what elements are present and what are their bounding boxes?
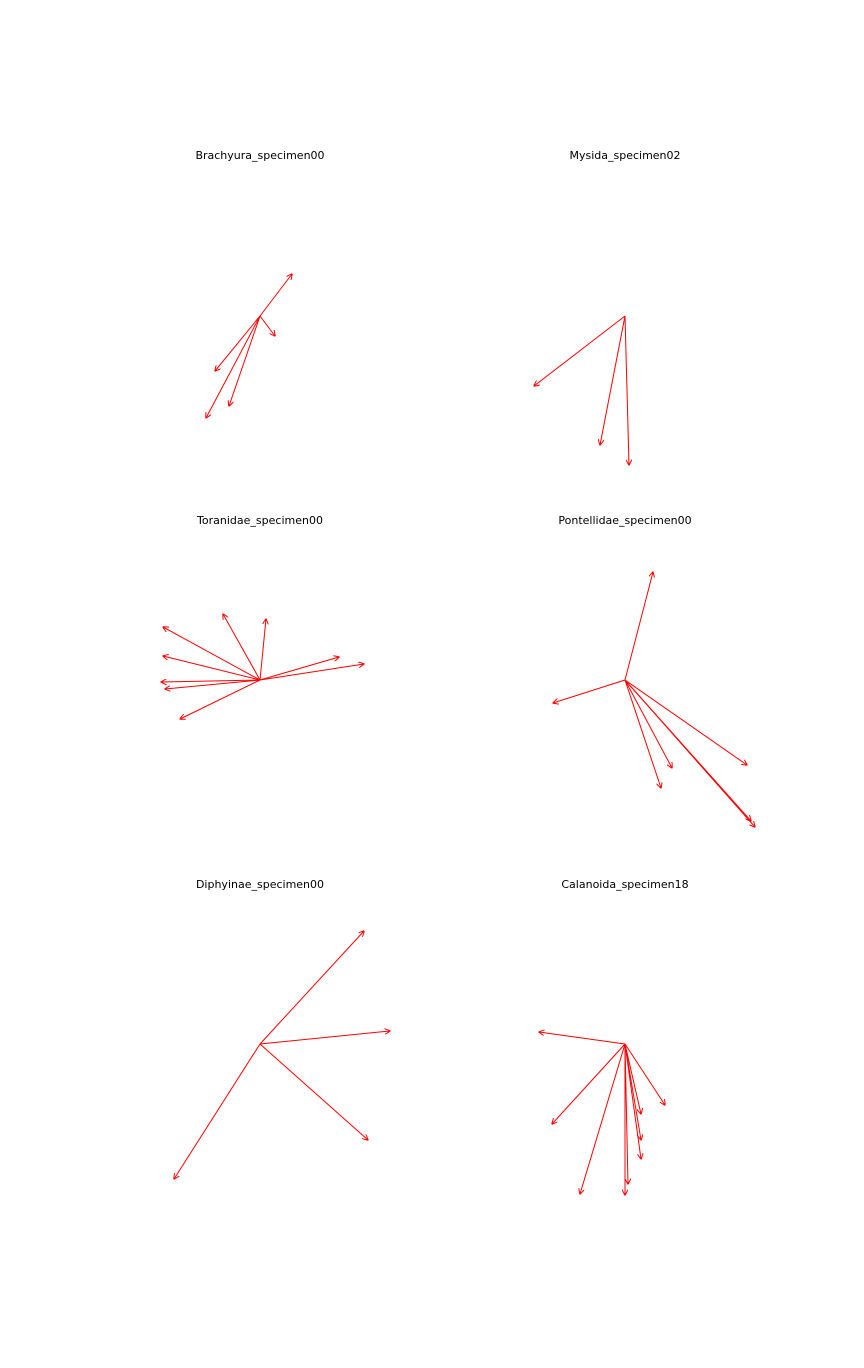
vector-arrow-calanoida-5 bbox=[624, 1043, 641, 1159]
vector-arrow-toranidae-8 bbox=[259, 664, 364, 681]
panel-title-mysida: Mysida_specimen02 bbox=[569, 149, 680, 162]
vector-arrow-calanoida-0 bbox=[539, 1032, 626, 1045]
vector-arrow-toranidae-7 bbox=[259, 657, 339, 681]
vector-arrow-diphyinae-3 bbox=[174, 1043, 261, 1179]
vector-arrow-brachyura-2 bbox=[215, 315, 261, 371]
vector-arrow-pontellidae-1 bbox=[553, 679, 626, 703]
panel-brachyura: Brachyura_specimen00 bbox=[195, 149, 325, 418]
panel-title-calanoida: Calanoida_specimen18 bbox=[561, 878, 688, 891]
vector-arrow-toranidae-2 bbox=[161, 680, 261, 682]
panel-title-diphyinae: Diphyinae_specimen00 bbox=[196, 878, 324, 891]
vector-arrow-pontellidae-5 bbox=[624, 679, 672, 768]
vector-arrow-brachyura-3 bbox=[206, 315, 261, 418]
vector-arrow-brachyura-4 bbox=[229, 315, 261, 406]
vector-arrow-pontellidae-6 bbox=[624, 679, 661, 788]
vector-arrow-mysida-1 bbox=[600, 315, 626, 445]
vector-arrow-toranidae-3 bbox=[165, 679, 261, 689]
vector-arrow-calanoida-1 bbox=[552, 1043, 626, 1124]
vector-arrow-toranidae-0 bbox=[163, 627, 261, 681]
vector-arrow-mysida-2 bbox=[624, 315, 629, 465]
vector-arrow-toranidae-1 bbox=[163, 656, 261, 681]
panel-mysida: Mysida_specimen02 bbox=[534, 149, 681, 465]
vector-arrow-calanoida-2 bbox=[624, 1043, 665, 1105]
vector-arrow-pontellidae-4 bbox=[624, 679, 755, 827]
panel-title-brachyura: Brachyura_specimen00 bbox=[195, 149, 324, 162]
vector-arrow-toranidae-5 bbox=[223, 614, 261, 681]
vector-arrow-calanoida-3 bbox=[624, 1043, 641, 1114]
vector-arrow-pontellidae-0 bbox=[624, 572, 653, 681]
vector-arrow-brachyura-0 bbox=[259, 274, 292, 317]
panel-diphyinae: Diphyinae_specimen00 bbox=[174, 878, 390, 1179]
panel-calanoida: Calanoida_specimen18 bbox=[539, 878, 689, 1195]
vector-arrow-diphyinae-0 bbox=[259, 931, 364, 1045]
vector-arrow-calanoida-8 bbox=[580, 1043, 626, 1194]
vector-arrow-toranidae-6 bbox=[259, 619, 266, 681]
panel-title-toranidae: Toranidae_specimen00 bbox=[196, 514, 323, 527]
vector-arrow-brachyura-1 bbox=[259, 315, 275, 336]
panel-pontellidae: Pontellidae_specimen00 bbox=[553, 514, 755, 827]
panel-title-pontellidae: Pontellidae_specimen00 bbox=[558, 514, 691, 527]
vector-arrow-diphyinae-1 bbox=[259, 1031, 390, 1045]
vector-arrow-diphyinae-2 bbox=[259, 1043, 368, 1140]
vector-arrow-pontellidae-2 bbox=[624, 679, 747, 765]
vector-arrow-mysida-0 bbox=[534, 315, 626, 386]
vector-arrow-toranidae-4 bbox=[180, 679, 261, 719]
panel-toranidae: Toranidae_specimen00 bbox=[161, 514, 364, 719]
